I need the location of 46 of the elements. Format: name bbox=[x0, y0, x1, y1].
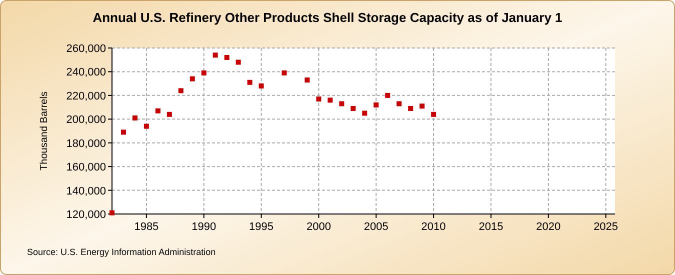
point bbox=[350, 106, 356, 111]
y-tick-label: 240,000 bbox=[66, 66, 106, 79]
point bbox=[190, 76, 195, 82]
y-tick-label: 180,000 bbox=[66, 138, 106, 150]
x-tick-label: 2015 bbox=[478, 221, 504, 233]
point bbox=[420, 104, 425, 109]
point bbox=[155, 108, 160, 114]
y-tick-label: 120,000 bbox=[66, 209, 106, 221]
x-tick-label: 2020 bbox=[536, 221, 561, 233]
point bbox=[316, 96, 322, 102]
chart-title: Annual U.S. Refinery Other Products Shell Storage Capacity as of January 1 bbox=[92, 10, 562, 25]
point bbox=[396, 101, 402, 106]
point bbox=[431, 112, 436, 117]
y-axis-title: Thousand Barrels bbox=[39, 92, 50, 170]
y-tick-label: 260,000 bbox=[66, 43, 106, 55]
point bbox=[408, 106, 414, 111]
point bbox=[328, 98, 333, 103]
point bbox=[304, 78, 310, 83]
point bbox=[339, 101, 344, 106]
x-tick-label: 1985 bbox=[134, 221, 159, 233]
point bbox=[166, 112, 172, 117]
point bbox=[120, 130, 126, 135]
y-tick-label: 220,000 bbox=[66, 90, 106, 102]
x-tick-label: 2025 bbox=[594, 221, 618, 233]
point bbox=[282, 70, 287, 76]
x-tick-label: 1990 bbox=[192, 221, 216, 233]
point bbox=[144, 124, 149, 129]
x-tick-label: 2010 bbox=[421, 221, 446, 233]
point bbox=[178, 88, 184, 94]
y-tick-label: 200,000 bbox=[66, 114, 106, 126]
x-tick-label: 2000 bbox=[306, 221, 331, 233]
y-tick-label: 140,000 bbox=[66, 185, 106, 198]
point bbox=[212, 52, 218, 58]
point bbox=[374, 102, 379, 108]
point bbox=[201, 70, 206, 76]
point bbox=[224, 54, 230, 60]
point bbox=[385, 92, 390, 98]
y-tick-label: 160,000 bbox=[66, 162, 106, 174]
point bbox=[362, 110, 368, 116]
point bbox=[258, 83, 264, 88]
x-tick-label: 2005 bbox=[364, 221, 388, 233]
point bbox=[236, 60, 241, 65]
point bbox=[132, 115, 138, 120]
point bbox=[247, 80, 252, 85]
x-tick-label: 1995 bbox=[249, 221, 274, 233]
source-note: Source: U.S. Energy Information Administration bbox=[27, 247, 216, 257]
